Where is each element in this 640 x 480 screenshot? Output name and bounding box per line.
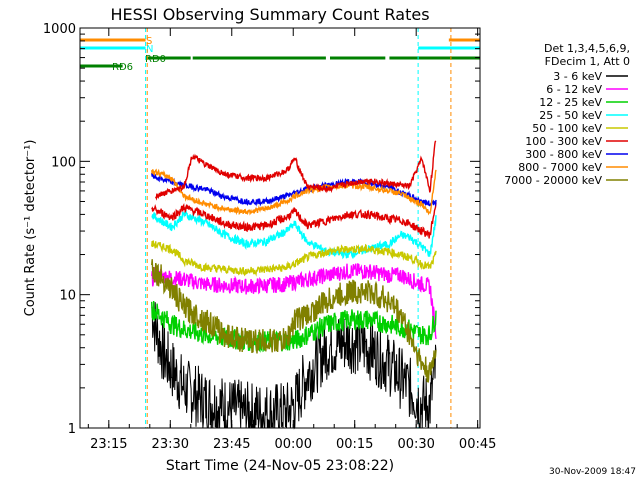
flag-label-n: N <box>146 44 153 55</box>
flag-label-rd6: RD6 <box>112 62 133 73</box>
legend-header-1: FDecim 1, Att 0 <box>545 55 630 68</box>
legend-label-7: 800 - 7000 keV <box>518 161 602 174</box>
series-4 <box>151 240 437 277</box>
x-tick-label-0: 23:15 <box>90 437 127 452</box>
series-3 <box>151 209 437 260</box>
y-axis-ticks: 1 10 100 1000 <box>43 22 480 437</box>
series-7 <box>151 168 437 216</box>
legend-label-1: 6 - 12 keV <box>546 83 602 96</box>
series-9 <box>154 140 437 201</box>
series-8 <box>151 259 437 383</box>
x-tick-label-1: 23:30 <box>152 437 189 452</box>
legend: Det 1,3,4,5,6,9,FDecim 1, Att 0 3 - 6 keV… <box>504 42 630 187</box>
y-tick-label-0: 1 <box>68 422 76 437</box>
y-tick-label-1: 10 <box>59 289 76 304</box>
legend-label-3: 25 - 50 keV <box>539 109 602 122</box>
legend-label-0: 3 - 6 keV <box>553 70 602 83</box>
y-tick-label-2: 100 <box>51 155 76 170</box>
y-axis-label: Count Rate (s⁻¹ detector⁻¹) <box>23 140 38 317</box>
timestamp: 30-Nov-2009 18:47 <box>549 467 636 477</box>
x-tick-label-2: 23:45 <box>213 437 250 452</box>
x-tick-label-4: 00:15 <box>336 437 373 452</box>
series-5 <box>151 202 437 239</box>
x-tick-label-3: 00:00 <box>275 437 312 452</box>
y-tick-label-3: 1000 <box>43 22 76 37</box>
x-axis-label: Start Time (24-Nov-05 23:08:22) <box>166 458 394 474</box>
series-2 <box>151 300 437 353</box>
flag-label-rd0: RD0 <box>145 54 166 65</box>
series-1 <box>151 263 437 339</box>
legend-label-6: 300 - 800 keV <box>525 148 602 161</box>
plot-frame <box>79 27 481 429</box>
legend-header-0: Det 1,3,4,5,6,9, <box>544 42 630 55</box>
chart-title: HESSI Observing Summary Count Rates <box>110 5 429 24</box>
legend-label-4: 50 - 100 keV <box>532 122 602 135</box>
legend-label-8: 7000 - 20000 keV <box>504 174 602 187</box>
flag-label-s: S <box>146 36 152 47</box>
x-tick-label-5: 00:30 <box>397 437 434 452</box>
x-tick-label-6: 00:45 <box>459 437 496 452</box>
series-0 <box>151 302 437 430</box>
series-6 <box>151 172 437 208</box>
x-axis-ticks: 23:15 23:30 23:45 00:00 00:15 00:30 00:45 <box>87 28 496 452</box>
legend-label-2: 12 - 25 keV <box>539 96 602 109</box>
legend-label-5: 100 - 300 keV <box>525 135 602 148</box>
series-lines <box>151 140 437 430</box>
